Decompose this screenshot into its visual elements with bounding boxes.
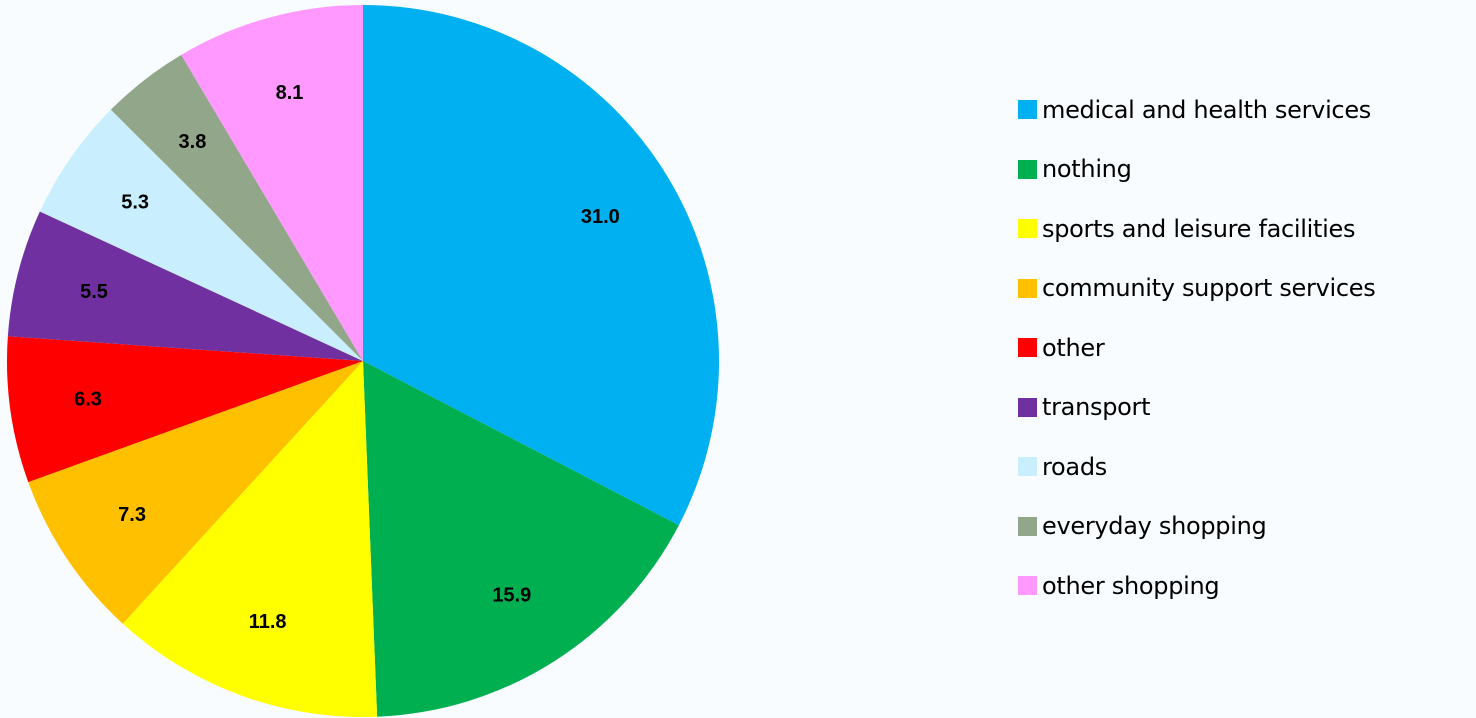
data-label-8: 8.1	[276, 82, 304, 104]
pie-slice-6	[39, 109, 363, 362]
pie-slice-7	[110, 54, 364, 362]
legend-item-4: other	[1018, 318, 1375, 378]
legend-swatch-7	[1018, 516, 1037, 536]
legend-swatch-8	[1018, 576, 1037, 596]
pie-data-labels: 31.0 15.9 11.8 7.3 6.3 5.5 5.3 3.8 8.1	[74, 82, 620, 633]
pie-slice-1	[363, 361, 679, 717]
pie-slice-8	[181, 5, 363, 361]
legend-swatch-2	[1018, 219, 1037, 239]
pie-slice-2	[122, 361, 378, 717]
legend-label-5: transport	[1042, 393, 1151, 422]
legend-item-2: sports and leisure facilities	[1018, 199, 1375, 259]
legend-swatch-1	[1018, 159, 1037, 179]
legend-label-6: roads	[1042, 452, 1107, 481]
legend-label-7: everyday shopping	[1042, 512, 1267, 541]
legend: medical and health services nothing sports…	[1018, 80, 1376, 616]
pie-slice-4	[6, 336, 363, 483]
pie-slices	[6, 5, 719, 717]
legend-label-4: other	[1042, 333, 1105, 362]
legend-label-2: sports and leisure facilities	[1042, 214, 1356, 243]
legend-swatch-4	[1018, 338, 1037, 358]
legend-item-0: medical and health services	[1018, 80, 1375, 140]
legend-swatch-5	[1018, 397, 1037, 417]
legend-item-3: community support services	[1018, 259, 1376, 319]
data-label-0: 31.0	[581, 206, 620, 228]
pie-slice-5	[7, 211, 364, 361]
legend-item-5: transport	[1018, 378, 1375, 438]
pie-slice-0	[363, 5, 719, 526]
data-label-1: 15.9	[492, 584, 531, 606]
pie-slice-3	[28, 361, 363, 624]
data-label-3: 7.3	[118, 504, 146, 526]
data-label-2: 11.8	[249, 611, 287, 633]
data-label-6: 5.3	[121, 191, 149, 213]
legend-item-7: everyday shopping	[1018, 497, 1375, 557]
legend-swatch-0	[1018, 100, 1037, 120]
legend-label-3: community support services	[1042, 274, 1376, 303]
legend-swatch-3	[1018, 278, 1037, 298]
legend-label-0: medical and health services	[1042, 95, 1372, 124]
legend-item-8: other shopping	[1018, 556, 1375, 616]
data-label-5: 5.5	[80, 281, 108, 303]
data-label-4: 6.3	[74, 388, 102, 410]
legend-swatch-6	[1018, 457, 1037, 477]
legend-item-1: nothing	[1018, 140, 1375, 200]
data-label-7: 3.8	[179, 131, 207, 153]
legend-label-1: nothing	[1042, 155, 1132, 184]
legend-label-8: other shopping	[1042, 571, 1220, 600]
legend-item-6: roads	[1018, 437, 1375, 497]
